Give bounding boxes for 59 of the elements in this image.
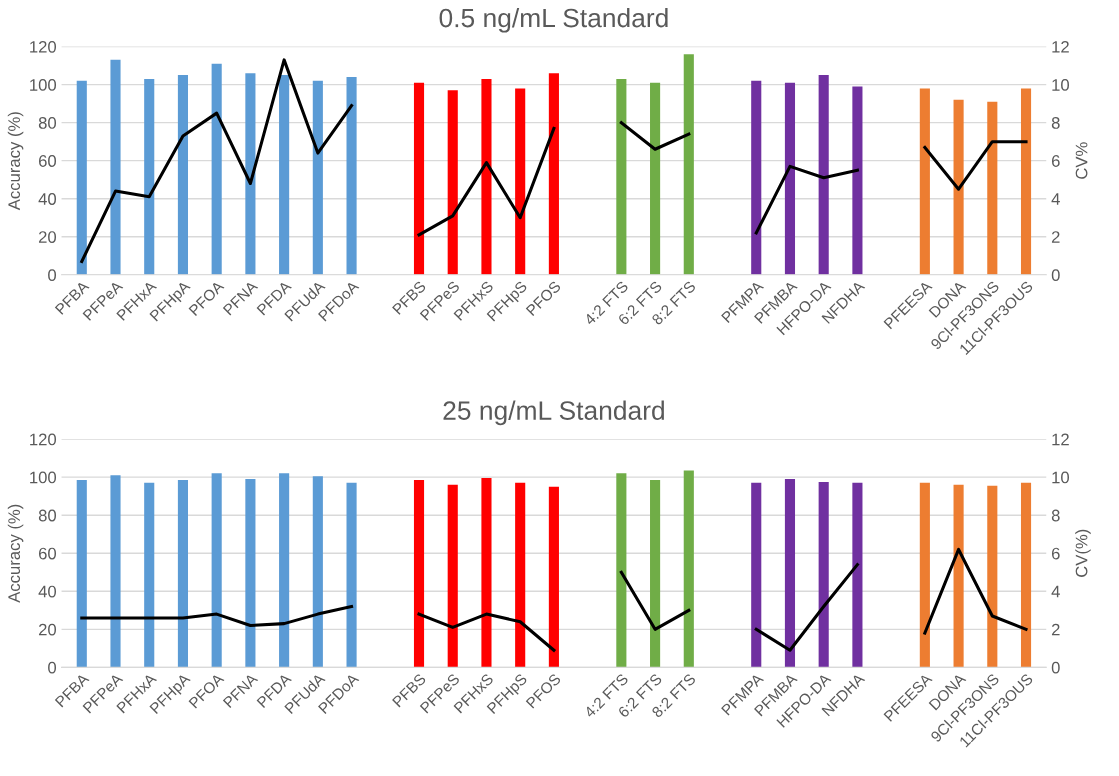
- bar: [312, 80, 323, 275]
- y2-tick-label: 12: [1052, 40, 1069, 53]
- bar: [413, 82, 425, 275]
- y2-tick-label: 8: [1051, 117, 1060, 129]
- bar: [245, 73, 256, 275]
- y-tick-label: 100: [30, 79, 57, 91]
- y2-tick-label: 8: [1051, 509, 1060, 522]
- y2-tick-label: 0: [1051, 269, 1060, 281]
- bar: [852, 86, 863, 275]
- bar: [818, 75, 829, 275]
- bar: [110, 59, 121, 275]
- y-axis-title: Accuracy (%): [7, 504, 24, 603]
- y2-tick-label: 12: [1052, 433, 1069, 446]
- y-tick-label: 120: [30, 433, 57, 446]
- y-tick-label: 20: [38, 231, 57, 243]
- y-tick-label: 20: [38, 623, 57, 636]
- y-tick-label: 0: [48, 269, 57, 281]
- bar: [481, 78, 492, 275]
- bar: [76, 80, 87, 275]
- y2-tick-label: 4: [1051, 585, 1060, 598]
- bar: [616, 78, 627, 275]
- bar: [919, 88, 930, 275]
- y-tick-label: 100: [30, 471, 57, 484]
- y2-tick-label: 6: [1051, 547, 1060, 560]
- bar: [650, 82, 661, 275]
- bar: [1020, 88, 1032, 275]
- y2-axis-title: CV%: [1075, 142, 1088, 179]
- bar: [447, 90, 458, 275]
- bar: [144, 78, 155, 275]
- y-tick-label: 40: [38, 193, 57, 205]
- chart-title: 25 ng/mL Standard: [443, 400, 664, 426]
- chart-title: 0.5 ng/mL Standard: [439, 7, 668, 33]
- y2-tick-label: 0: [1051, 661, 1060, 674]
- y-tick-label: 40: [38, 585, 57, 598]
- y-tick-label: 60: [38, 547, 57, 560]
- y2-tick-label: 10: [1052, 471, 1070, 484]
- bar: [683, 54, 694, 275]
- y2-tick-label: 4: [1051, 193, 1060, 205]
- bar: [751, 80, 762, 275]
- bar: [177, 75, 189, 275]
- y2-tick-label: 10: [1052, 79, 1070, 91]
- bar: [211, 63, 222, 275]
- bar: [784, 82, 796, 275]
- y2-axis-title: CV(%): [1075, 529, 1091, 577]
- bar: [953, 99, 964, 275]
- y-tick-label: 80: [38, 117, 57, 129]
- y-tick-label: 60: [38, 155, 57, 167]
- y-axis-title: Accuracy (%): [7, 112, 24, 211]
- y2-tick-label: 6: [1051, 155, 1060, 167]
- bar: [515, 88, 526, 275]
- bar: [346, 76, 357, 275]
- bar: [987, 101, 998, 275]
- y-tick-label: 80: [38, 509, 57, 522]
- y-tick-label: 120: [30, 40, 57, 53]
- y-tick-label: 0: [48, 661, 57, 674]
- y2-tick-label: 2: [1051, 623, 1060, 636]
- bar: [548, 73, 559, 275]
- y2-tick-label: 2: [1051, 231, 1060, 243]
- bar: [279, 75, 290, 275]
